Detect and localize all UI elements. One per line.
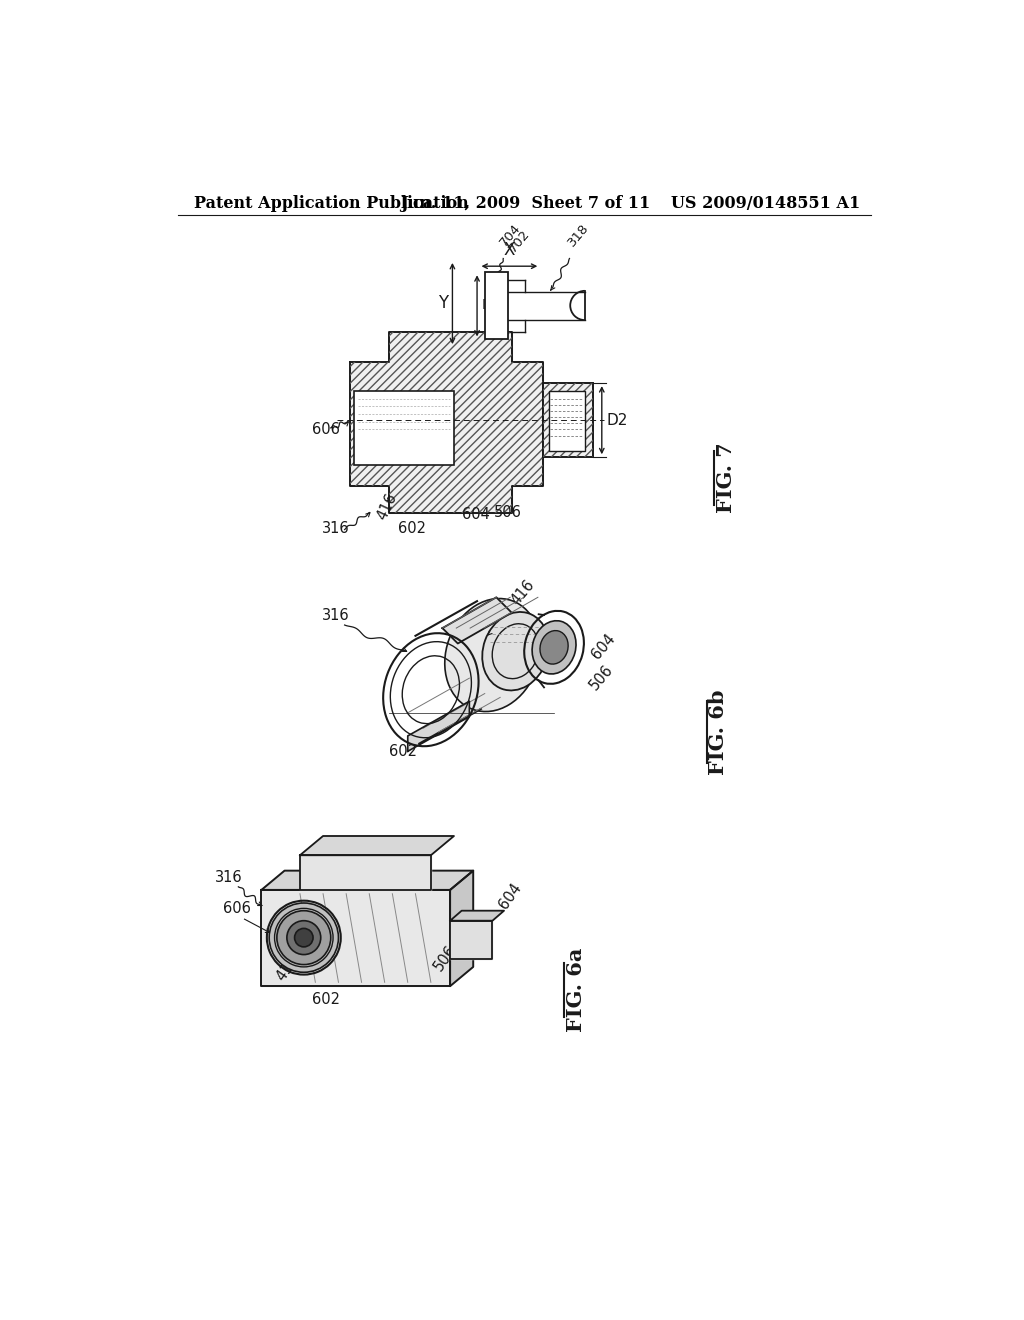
Text: FIG. 7: FIG. 7	[716, 442, 736, 513]
Text: 416: 416	[375, 490, 400, 521]
Text: 606: 606	[312, 422, 340, 437]
Text: D2: D2	[606, 413, 628, 428]
Text: 318: 318	[565, 222, 592, 249]
Text: Y: Y	[438, 294, 449, 312]
Polygon shape	[451, 911, 504, 921]
Bar	[543, 383, 593, 457]
Text: 704: 704	[497, 222, 523, 249]
Ellipse shape	[532, 620, 577, 675]
Text: 702: 702	[506, 227, 532, 255]
Polygon shape	[300, 836, 454, 855]
Text: 316: 316	[322, 520, 349, 536]
Text: D1: D1	[481, 298, 502, 313]
Ellipse shape	[276, 911, 331, 965]
Text: 316: 316	[215, 870, 243, 886]
Ellipse shape	[287, 921, 321, 954]
Polygon shape	[451, 871, 473, 986]
Text: 602: 602	[397, 520, 426, 536]
Text: 316: 316	[322, 609, 349, 623]
Text: 506: 506	[587, 661, 615, 693]
Text: FIG. 6b: FIG. 6b	[708, 689, 728, 775]
Text: 506: 506	[494, 506, 522, 520]
Text: 604: 604	[589, 631, 618, 661]
Polygon shape	[350, 331, 543, 512]
Text: 602: 602	[311, 991, 340, 1007]
Ellipse shape	[540, 631, 568, 664]
Polygon shape	[451, 921, 493, 960]
Ellipse shape	[482, 612, 549, 690]
Text: FIG. 6a: FIG. 6a	[565, 948, 586, 1032]
Ellipse shape	[269, 903, 339, 973]
Text: X: X	[504, 242, 515, 260]
Ellipse shape	[444, 598, 540, 711]
Text: 606: 606	[223, 902, 251, 916]
Ellipse shape	[295, 928, 313, 946]
Bar	[354, 391, 454, 465]
Text: Patent Application Publication: Patent Application Publication	[194, 195, 468, 213]
Text: 602: 602	[388, 744, 417, 759]
Polygon shape	[408, 701, 469, 751]
Text: 604: 604	[462, 507, 489, 521]
Text: 416: 416	[508, 577, 538, 609]
Bar	[549, 391, 585, 451]
Text: 604: 604	[497, 880, 524, 912]
Bar	[484, 272, 508, 339]
Text: US 2009/0148551 A1: US 2009/0148551 A1	[672, 195, 860, 213]
Polygon shape	[300, 855, 431, 890]
Bar	[543, 383, 593, 457]
Polygon shape	[261, 871, 473, 890]
Text: 416: 416	[273, 953, 301, 983]
Polygon shape	[261, 890, 451, 986]
Polygon shape	[442, 598, 512, 644]
Text: Jun. 11, 2009  Sheet 7 of 11: Jun. 11, 2009 Sheet 7 of 11	[399, 195, 650, 213]
Text: 506: 506	[431, 942, 459, 974]
